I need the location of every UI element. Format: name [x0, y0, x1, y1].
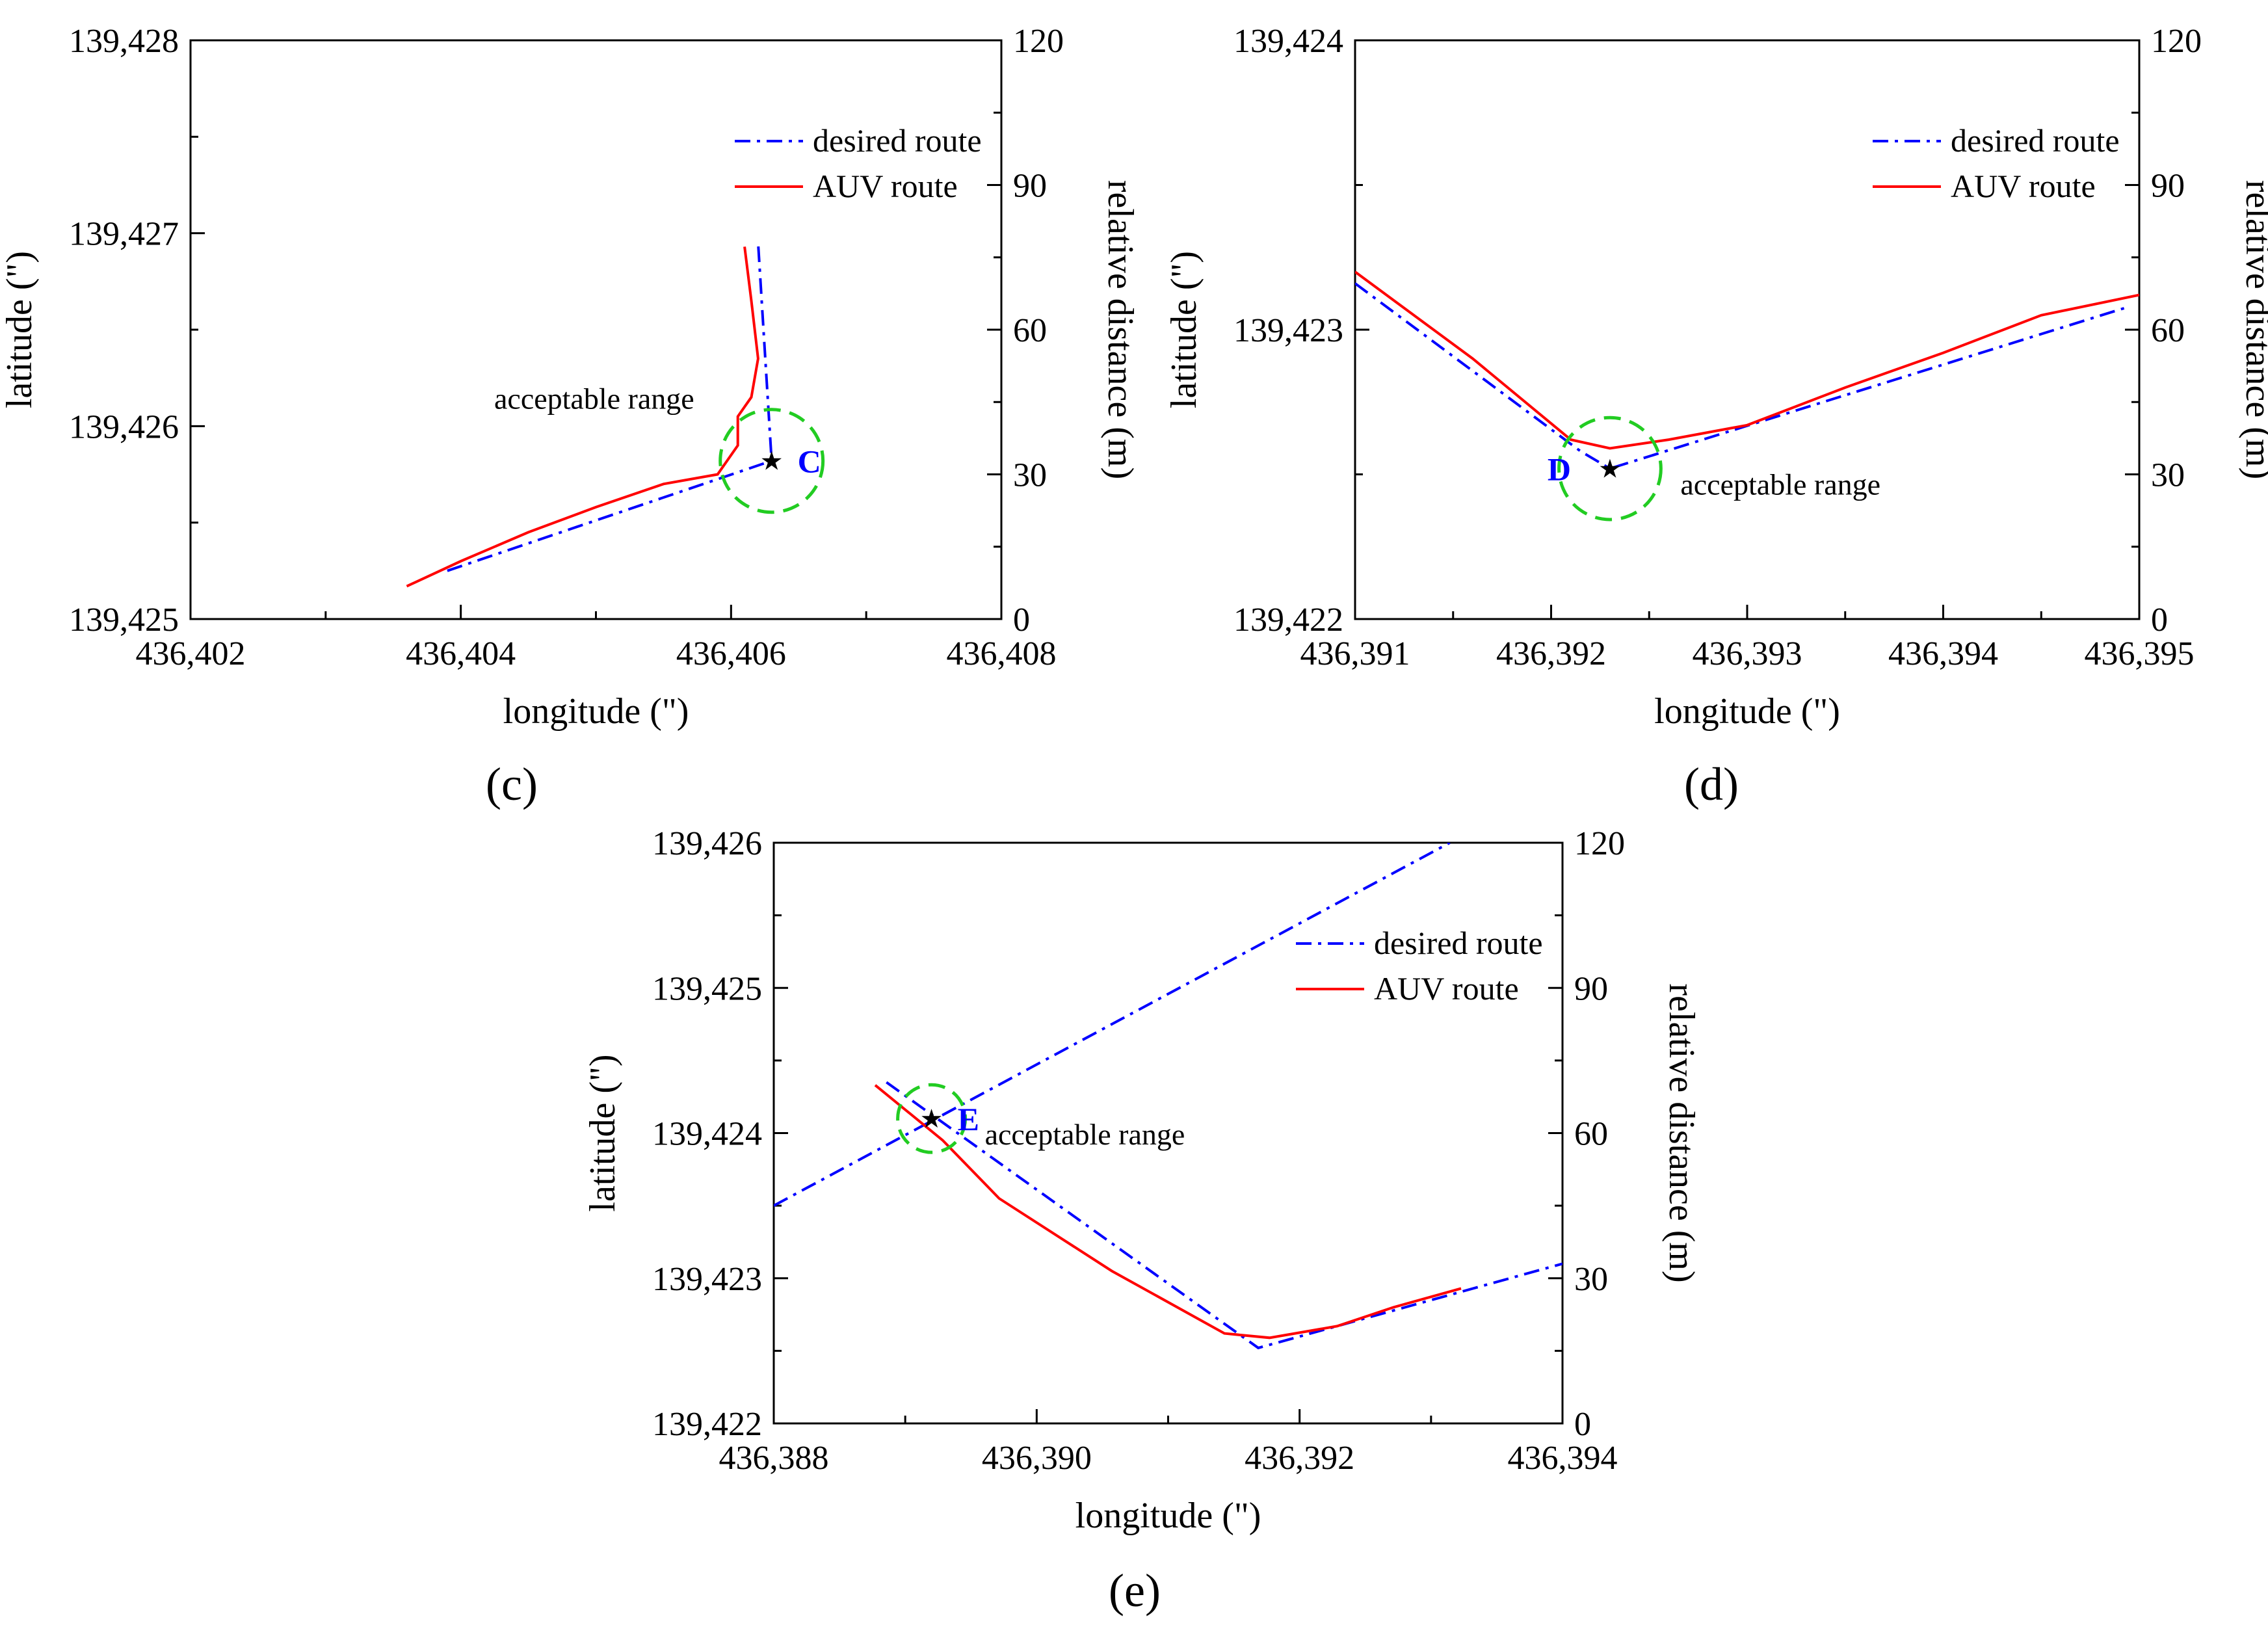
- acceptable-range-circle: [896, 1083, 968, 1154]
- acceptable-range-label: acceptable range: [985, 1118, 1185, 1151]
- y-tick-label: 139,423: [1233, 312, 1343, 349]
- acceptable-range-circle: [719, 408, 825, 514]
- chart-panel-e: 436,388 436,390 436,392 436,394 139,422 139,4…: [583, 825, 1702, 1617]
- legend-label: AUV route: [1951, 168, 2096, 204]
- x-tick-label: 436,408: [947, 635, 1057, 672]
- y2-tick-label: 60: [1013, 312, 1047, 349]
- chart-panel-d: 436,391 436,392 436,393 436,394 436,395 139,4…: [1164, 23, 2268, 810]
- y2-tick-label: 0: [1013, 601, 1030, 639]
- y2-tick-label: 120: [2151, 23, 2202, 60]
- auv-route-line: [1355, 271, 2139, 450]
- legend-label: desired route: [813, 122, 982, 159]
- y-tick-label: 139,424: [652, 1116, 762, 1153]
- legend-label: desired route: [1374, 925, 1543, 961]
- panel-label: (c): [486, 758, 538, 810]
- waypoint-star-icon: ★: [1598, 455, 1622, 484]
- y2-tick-label: 60: [1574, 1116, 1608, 1153]
- waypoint-label: E: [958, 1101, 979, 1137]
- y-tick-label: 139,426: [652, 825, 762, 862]
- y2-axis-title: relative distance (m): [1100, 180, 1141, 479]
- waypoint-label: C: [798, 443, 821, 480]
- y-tick-label: 139,425: [652, 970, 762, 1007]
- x-tick-label: 436,391: [1300, 635, 1410, 672]
- y-axis-title: latitude ("): [583, 1054, 623, 1211]
- x-tick-label: 436,390: [982, 1440, 1092, 1477]
- x-tick-label: 436,404: [406, 635, 516, 672]
- waypoint-label: D: [1548, 451, 1571, 488]
- y-tick-label: 139,422: [1233, 601, 1343, 639]
- desired-route-line: [1355, 282, 2130, 470]
- desired-route-line: [886, 1081, 1563, 1350]
- y-tick-label: 139,426: [69, 408, 179, 445]
- panel-label: (d): [1684, 758, 1739, 810]
- y2-tick-label: 0: [1574, 1406, 1591, 1443]
- auv-route-line: [406, 246, 759, 588]
- y2-tick-label: 90: [2151, 168, 2185, 205]
- x-axis-title: longitude ("): [1654, 691, 1840, 732]
- waypoint-star-icon: ★: [920, 1104, 943, 1133]
- x-tick-label: 436,393: [1693, 635, 1802, 672]
- waypoint-star-icon: ★: [760, 447, 784, 476]
- chart-panel-c: 436,402 436,404 436,406 436,408 139,425 139,4…: [0, 23, 1141, 810]
- desired-route-line: [774, 843, 1451, 1207]
- x-tick-label: 436,394: [1888, 635, 1998, 672]
- y2-tick-label: 60: [2151, 312, 2185, 349]
- x-tick-label: 436,394: [1508, 1440, 1618, 1477]
- acceptable-range-label: acceptable range: [494, 382, 694, 416]
- legend-label: desired route: [1951, 122, 2120, 159]
- x-axis-title: longitude ("): [1075, 1496, 1261, 1536]
- x-tick-label: 436,392: [1245, 1440, 1354, 1477]
- x-axis-title: longitude ("): [503, 691, 689, 732]
- y2-tick-label: 90: [1574, 970, 1608, 1007]
- y-tick-label: 139,423: [652, 1261, 762, 1298]
- acceptable-range-label: acceptable range: [1680, 468, 1880, 501]
- x-tick-label: 436,406: [676, 635, 786, 672]
- y-tick-label: 139,428: [69, 23, 179, 60]
- y-tick-label: 139,425: [69, 601, 179, 639]
- y2-tick-label: 0: [2151, 601, 2168, 639]
- acceptable-range-circle: [1557, 416, 1663, 522]
- x-tick-label: 436,388: [719, 1440, 829, 1477]
- x-tick-label: 436,392: [1496, 635, 1606, 672]
- y-axis-title: latitude ("): [1164, 251, 1204, 408]
- y2-tick-label: 30: [1574, 1261, 1608, 1298]
- y2-axis-title: relative distance (m): [2238, 180, 2268, 479]
- y2-tick-label: 30: [1013, 457, 1047, 494]
- y-tick-label: 139,424: [1233, 23, 1343, 60]
- y2-tick-label: 90: [1013, 168, 1047, 205]
- desired-route-line: [447, 243, 773, 572]
- y2-tick-label: 120: [1013, 23, 1064, 60]
- y-axis-title: latitude ("): [0, 251, 40, 408]
- panel-label: (e): [1109, 1565, 1161, 1617]
- auv-route-line: [874, 1084, 1462, 1340]
- y2-tick-label: 120: [1574, 825, 1625, 862]
- x-tick-label: 436,395: [2085, 635, 2195, 672]
- x-tick-label: 436,402: [136, 635, 246, 672]
- y-tick-label: 139,427: [69, 216, 179, 253]
- legend-label: AUV route: [1374, 970, 1519, 1007]
- legend-label: AUV route: [813, 168, 958, 204]
- y2-axis-title: relative distance (m): [1661, 983, 1702, 1282]
- y2-tick-label: 30: [2151, 457, 2185, 494]
- y-tick-label: 139,422: [652, 1406, 762, 1443]
